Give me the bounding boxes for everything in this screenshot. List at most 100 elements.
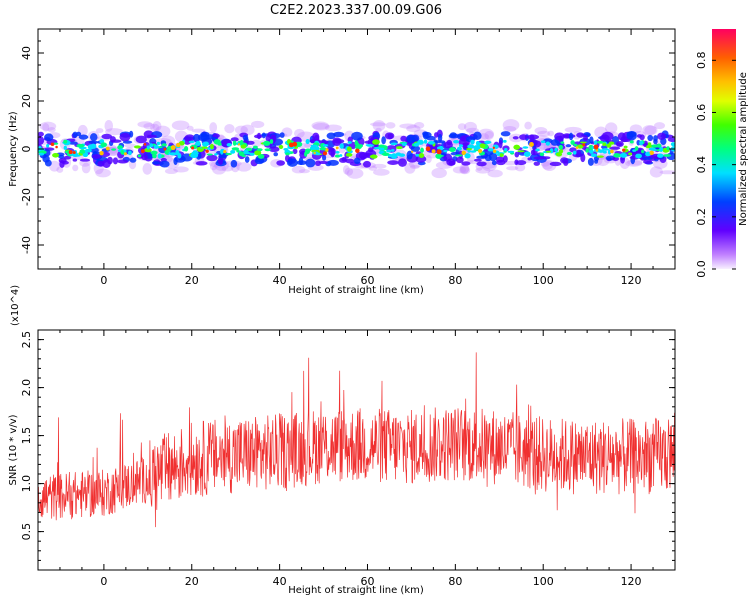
spectrogram-cell <box>659 146 664 153</box>
spectrogram-cell <box>140 154 148 161</box>
spectrogram-hotspot <box>140 149 145 153</box>
spectrogram-cell <box>174 155 186 163</box>
spectrogram-cell <box>554 147 558 152</box>
spectrogram-cell <box>240 124 255 136</box>
spectrogram-cell <box>414 121 425 129</box>
spectrogram-cell <box>372 120 386 132</box>
spectrogram-cell <box>448 147 456 153</box>
spectrogram-cell <box>298 169 310 174</box>
spectrogram-cell <box>195 161 208 166</box>
spectrogram-cell <box>135 135 147 144</box>
spectrogram-hotspot <box>322 151 327 156</box>
colorbar-tick-label: 0.0 <box>695 260 708 278</box>
spectrogram-hotspot <box>105 146 110 151</box>
spectrogram-cell <box>597 149 605 153</box>
spectrogram-cell <box>252 145 258 149</box>
spectrogram-cell <box>479 143 486 149</box>
spectrogram-cell <box>415 153 420 157</box>
spectrogram-cell <box>330 149 335 158</box>
spectrogram-cell <box>38 152 45 156</box>
spectrogram-cell <box>137 121 153 128</box>
colorbar-tick-label: 0.6 <box>695 104 708 122</box>
spectrogram-cell <box>385 122 396 129</box>
spectrogram-cell <box>286 158 298 167</box>
spectrogram-cell <box>104 119 114 132</box>
spectrogram-cell <box>410 145 421 152</box>
spectrogram-cell <box>537 130 551 137</box>
spectrogram-cell <box>457 123 467 131</box>
spectrogram-cell <box>146 134 157 138</box>
spectrogram-cell <box>443 149 448 153</box>
spectrogram-hotspot <box>622 148 626 152</box>
spectrogram-cell <box>580 153 586 163</box>
spectrogram-cell <box>406 125 421 133</box>
spectrogram-hotspot <box>313 151 316 155</box>
spectrogram-x-ticks: 0 20 40 60 80 100 120 <box>37 29 676 287</box>
spectrogram-cell <box>264 148 271 152</box>
spectrogram-cell <box>484 140 492 145</box>
spectrogram-cell <box>251 139 262 148</box>
spectrogram-hotspot <box>223 149 227 154</box>
spectrogram-cell <box>169 152 178 156</box>
spectrogram-cell <box>476 161 487 167</box>
spectrogram-hotspot <box>610 149 614 154</box>
spectrogram-cell <box>241 154 246 158</box>
spectrogram-cell <box>449 132 457 138</box>
spectrogram-cell <box>242 134 249 141</box>
spectrogram-cell <box>269 139 274 144</box>
spectrogram-cell <box>178 141 185 146</box>
spectrogram-cell <box>214 153 218 156</box>
spectrogram-cell <box>251 120 265 128</box>
spectrogram-cell <box>318 160 329 165</box>
spectrogram-cell <box>240 144 247 149</box>
spectrogram-cell <box>333 131 345 138</box>
spectrogram-panel: 0 20 40 60 80 100 120 -40 -20 0 20 40 Height of st… <box>8 28 676 296</box>
spectrogram-cell <box>564 126 582 133</box>
snr-y-ticks: 0.5 1.0 1.5 2.0 2.5 <box>20 331 675 561</box>
spectrogram-cell <box>119 132 131 142</box>
spectrogram-cell <box>420 147 424 153</box>
spectrogram-cell <box>572 150 577 155</box>
spectrogram-cell <box>153 144 159 149</box>
snr-series-line <box>38 352 675 528</box>
spectrogram-cell <box>381 152 390 156</box>
spectrogram-cell <box>81 162 91 174</box>
spectrogram-cell <box>507 150 515 153</box>
spectrogram-cell <box>191 151 199 156</box>
spectrogram-cell <box>347 146 352 152</box>
spectrogram-cell <box>601 131 614 141</box>
spectrogram-cell <box>463 121 477 133</box>
spectrogram-cell <box>309 145 318 151</box>
spectrogram-cell <box>475 140 480 146</box>
spectrogram-cell <box>112 157 118 165</box>
spectrogram-cell <box>484 154 492 162</box>
snr-x-ticks: 0 20 40 60 80 100 120 <box>37 330 676 588</box>
spectrogram-hotspot <box>425 146 431 152</box>
spectrogram-cell <box>540 140 546 144</box>
spectrogram-hotspot <box>72 150 76 155</box>
spectrogram-cell <box>378 144 385 148</box>
spectrogram-cell <box>667 137 675 143</box>
spectrogram-cell <box>541 159 554 170</box>
spectrogram-cell <box>649 166 663 178</box>
spectrogram-cell <box>164 168 178 175</box>
spectrogram-cell <box>459 166 471 175</box>
spectrogram-hotspot <box>529 142 534 147</box>
spectrogram-cell <box>339 143 344 149</box>
spectrogram-hotspot <box>325 148 329 152</box>
spectrogram-cell <box>596 140 604 144</box>
y-tick-label: -20 <box>20 188 33 206</box>
spectrogram-cell <box>670 142 675 147</box>
spectrogram-cell <box>423 139 428 144</box>
spectrogram-cell <box>322 154 327 161</box>
spectrogram-cell <box>305 139 310 145</box>
x-tick-label: 20 <box>185 575 199 588</box>
spectrogram-cell <box>73 154 81 157</box>
x-tick-label: 80 <box>448 575 462 588</box>
spectrogram-cell <box>558 144 564 150</box>
spectrogram-cell <box>95 128 104 134</box>
spectrogram-cell <box>256 148 263 152</box>
spectrogram-cell <box>476 155 487 159</box>
spectrogram-cell <box>473 145 481 151</box>
spectrogram-cell <box>425 154 432 164</box>
